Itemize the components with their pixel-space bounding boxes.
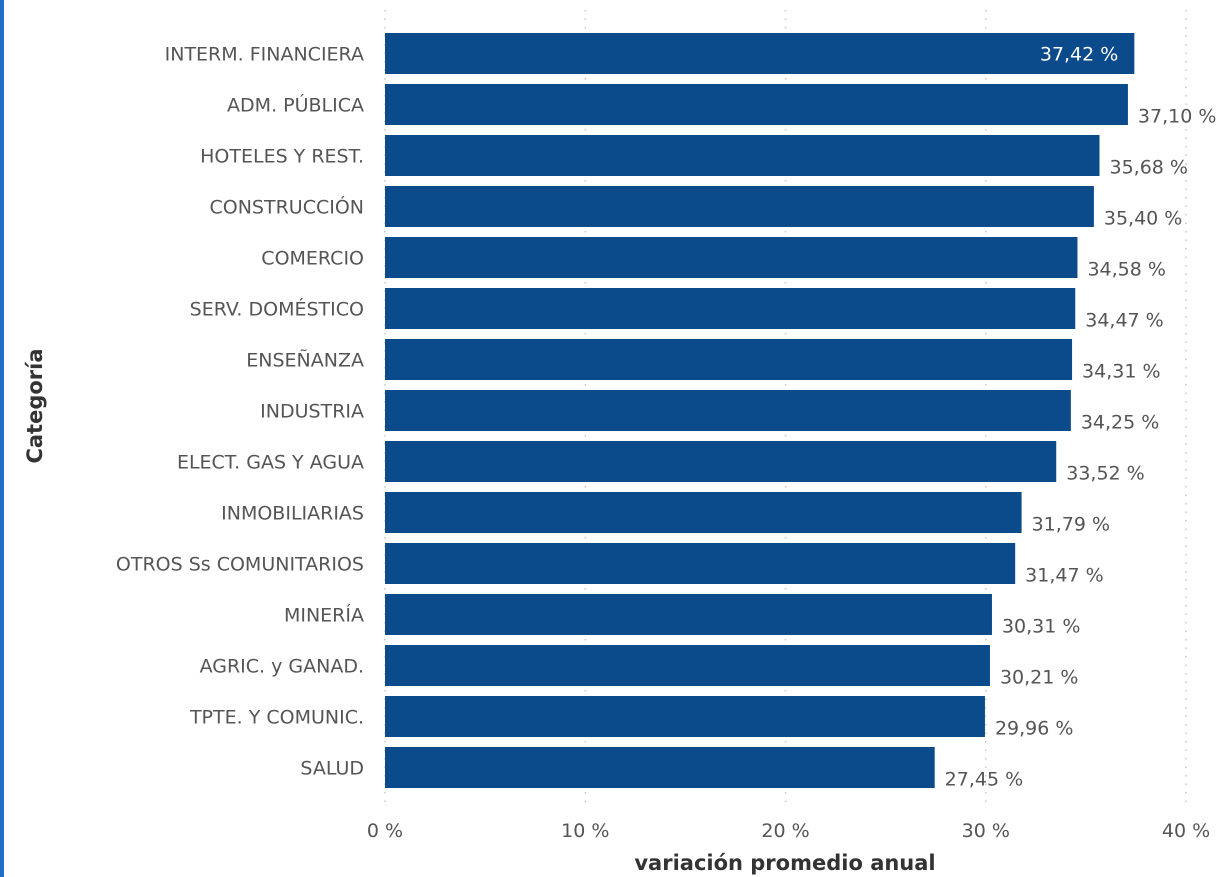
x-tick-label: 20 % [761,820,809,842]
bar [385,237,1078,278]
value-label: 34,25 % [1081,412,1160,434]
category-label: INDUSTRIA [260,401,364,423]
value-label: 37,10 % [1138,106,1217,128]
bar [385,390,1071,431]
bar [385,645,990,686]
bar [385,441,1057,482]
y-axis-title: Categoría [23,348,47,463]
value-label: 35,68 % [1109,157,1188,179]
bar [385,747,935,788]
value-label: 37,42 % [1040,44,1119,66]
bar [385,492,1022,533]
value-label: 31,47 % [1025,565,1104,587]
x-tick-label: 0 % [367,820,403,842]
bar [385,33,1135,74]
category-label: SALUD [300,758,364,780]
bar [385,594,992,635]
value-label: 34,47 % [1085,310,1164,332]
value-label: 35,40 % [1104,208,1183,230]
value-labels: 37,42 % 37,10 % 35,68 % 35,40 % 34,58 % 34,47… [945,44,1217,791]
category-label: INMOBILIARIAS [221,503,364,525]
category-label: MINERÍA [284,604,364,627]
x-tick-label: 10 % [561,820,609,842]
category-label: OTROS Ss COMUNITARIOS [116,554,364,576]
bar [385,696,985,737]
category-label: SERV. DOMÉSTICO [190,298,364,321]
category-label: ENSEÑANZA [246,349,364,372]
category-label: ELECT. GAS Y AGUA [177,452,364,474]
value-label: 27,45 % [945,769,1024,791]
value-label: 30,21 % [1000,667,1079,689]
value-label: 34,58 % [1087,259,1166,281]
category-label: CONSTRUCCIÓN [209,195,364,219]
x-tick-label: 40 % [1162,820,1210,842]
bar [385,543,1016,584]
value-label: 30,31 % [1002,616,1081,638]
bar [385,135,1100,176]
value-label: 33,52 % [1066,463,1145,485]
category-labels: INTERM. FINANCIERA ADM. PÚBLICA HOTELES Y … [116,44,364,780]
category-label: TPTE. Y COMUNIC. [189,707,364,729]
bar [385,186,1094,227]
x-tick-label: 30 % [962,820,1010,842]
x-axis-title: variación promedio anual [634,851,935,875]
value-label: 34,31 % [1082,361,1161,383]
bar [385,339,1073,380]
category-label: AGRIC. y GANAD. [200,656,364,678]
bar [385,84,1128,125]
category-label: COMERCIO [261,248,364,270]
bars [385,33,1135,788]
category-label: ADM. PÚBLICA [227,93,364,117]
x-tick-labels: 0 % 10 % 20 % 30 % 40 % [367,820,1210,842]
bar [385,288,1076,329]
value-label: 29,96 % [995,718,1074,740]
category-label: HOTELES Y REST. [200,146,364,168]
value-label: 31,79 % [1032,514,1111,536]
category-label: INTERM. FINANCIERA [165,44,364,66]
